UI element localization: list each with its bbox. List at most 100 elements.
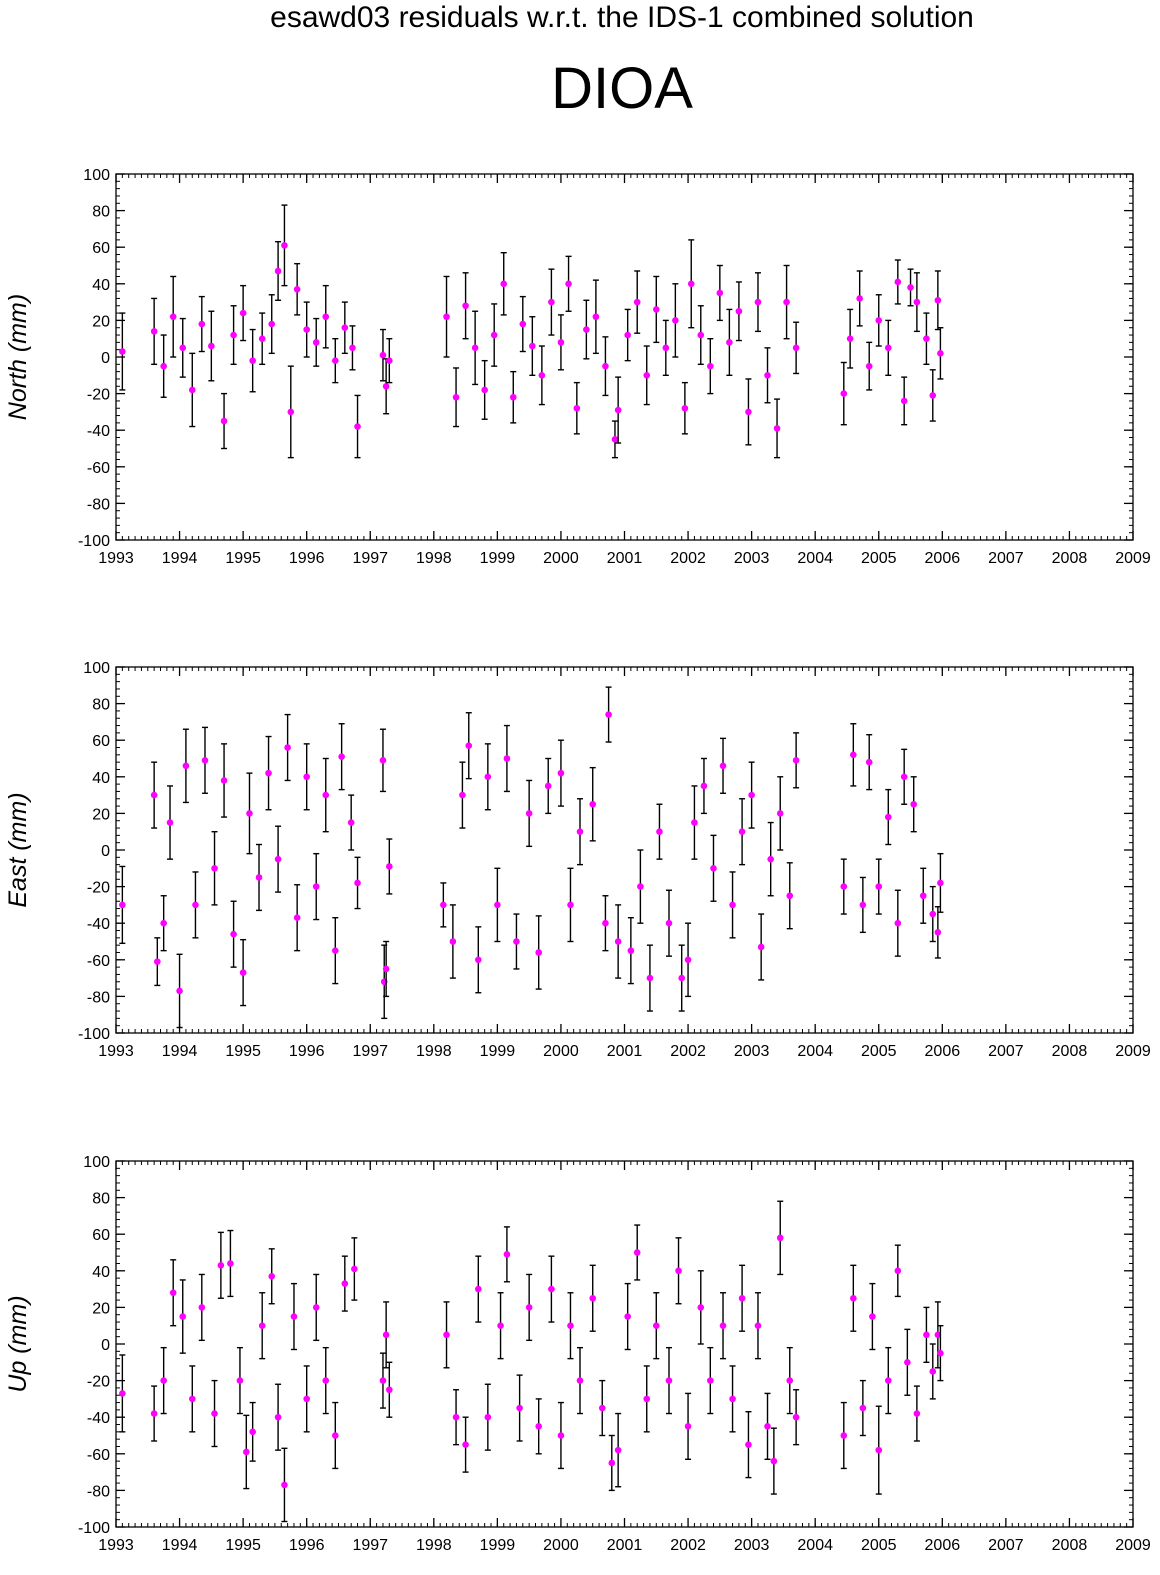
north-data-point (900, 397, 908, 405)
east-data-point (937, 879, 944, 887)
east-data-point (605, 711, 612, 718)
up-data-point (913, 1410, 921, 1417)
north-data-point (929, 392, 937, 399)
up-data-point (290, 1313, 298, 1320)
east-data-point (786, 892, 794, 900)
up-data-point (331, 1432, 339, 1439)
up-data-point (211, 1410, 218, 1417)
east-data-point (646, 974, 654, 982)
up-data-point (169, 1289, 177, 1297)
up-data-point (624, 1313, 631, 1320)
east-data-point (865, 758, 873, 766)
north-data-point (230, 331, 237, 339)
east-data-point (757, 943, 765, 951)
up-data-point (745, 1441, 752, 1448)
up-data-point (217, 1262, 225, 1269)
up-ylabel: Up (mm) (4, 1295, 32, 1392)
up-x-tick-label: 2004 (797, 1537, 833, 1554)
north-x-tick-label: 2000 (543, 550, 579, 567)
north-x-tick-label: 2003 (734, 550, 770, 567)
north-ylabel: North (mm) (4, 294, 32, 420)
up-data-point (576, 1377, 584, 1384)
east-data-point (637, 883, 644, 890)
up-data-point (443, 1331, 450, 1339)
north-data-point (509, 393, 517, 401)
up-data-point (236, 1377, 244, 1384)
east-x-tick-label: 1998 (416, 1043, 452, 1060)
east-data-point (503, 755, 511, 762)
east-data-point (684, 956, 692, 964)
east-data-point (910, 800, 918, 808)
up-minor-ticks (115, 1160, 1134, 1528)
up-data-point (776, 1234, 784, 1242)
north-data-point (471, 344, 479, 352)
up-data-point (786, 1377, 794, 1384)
east-data-point (894, 919, 902, 927)
east-ylabel: East (mm) (4, 792, 32, 907)
east-data-point (929, 910, 937, 918)
east-data-point (884, 813, 892, 821)
north-data-point (274, 267, 282, 275)
east-y-tick-label: 20 (92, 806, 110, 823)
up-data-point (150, 1410, 158, 1417)
north-data-point (287, 408, 295, 416)
up-x-tick-label: 1996 (289, 1537, 325, 1554)
east-data-point (767, 855, 774, 863)
up-x-tick-label: 2000 (543, 1537, 579, 1554)
north-y-tick-label: -60 (87, 460, 110, 477)
east-data-point (379, 757, 387, 764)
up-x-tick-label: 1999 (480, 1537, 516, 1554)
east-data-point (322, 791, 330, 799)
north-x-tick-label: 1998 (416, 550, 452, 567)
east-y-tick-label: -40 (87, 916, 110, 933)
north-y-tick-label: -40 (87, 423, 110, 440)
east-data-point (484, 773, 492, 781)
north-data-point (611, 436, 619, 443)
up-data-point (929, 1368, 937, 1375)
north-x-tick-label: 1995 (225, 550, 261, 567)
up-x-tick-label: 1998 (416, 1537, 452, 1554)
east-data-point (934, 929, 942, 936)
east-data-point (535, 949, 542, 956)
up-data-point (614, 1446, 622, 1454)
up-data-point (665, 1377, 673, 1384)
east-data-point (220, 777, 228, 784)
up-data-point (557, 1432, 565, 1439)
east-panel: East (mm) 1993 1994 1995 1996 1997 1998 1999 20… (4, 660, 1151, 1060)
north-x-tick-label: 2009 (1115, 550, 1151, 567)
east-x-tick-label: 2004 (797, 1043, 833, 1060)
north-data-point (697, 331, 705, 339)
up-data-point (268, 1272, 276, 1280)
up-plot-frame (115, 1160, 1134, 1528)
east-x-tick-label: 2001 (607, 1043, 643, 1060)
up-data-point (188, 1395, 196, 1403)
east-data-point (239, 969, 247, 976)
east-x-tick-label: 2007 (988, 1043, 1024, 1060)
up-y-tick-label: 0 (101, 1337, 110, 1354)
north-data-point (557, 339, 565, 346)
north-data-point (322, 313, 330, 321)
up-data-point (535, 1423, 542, 1430)
north-data-point (907, 284, 914, 291)
north-data-point (258, 335, 266, 343)
north-data-point (764, 372, 771, 379)
up-data-point (923, 1331, 930, 1339)
up-x-tick-label: 2006 (925, 1537, 961, 1554)
north-data-point (934, 296, 942, 304)
up-panel: Up (mm) 1993 1994 1995 1996 1997 1998 1999 2000… (4, 1154, 1151, 1554)
east-data-point (900, 773, 908, 781)
north-y-tick-label: -20 (87, 387, 110, 404)
east-data-point (850, 751, 857, 759)
up-y-tick-label: 100 (83, 1154, 110, 1171)
north-data-point (519, 320, 527, 328)
north-minor-ticks (115, 173, 1134, 541)
north-panel: North (mm) 1993 1994 1995 1996 1997 1998 1999 2… (4, 167, 1151, 567)
north-data-point (538, 372, 546, 379)
north-data-point (633, 298, 641, 306)
east-y-tick-label: -60 (87, 953, 110, 970)
east-data-point (576, 828, 584, 835)
up-x-tick-label: 2005 (861, 1537, 897, 1554)
east-data-point (246, 810, 253, 817)
east-data-point (919, 892, 927, 900)
